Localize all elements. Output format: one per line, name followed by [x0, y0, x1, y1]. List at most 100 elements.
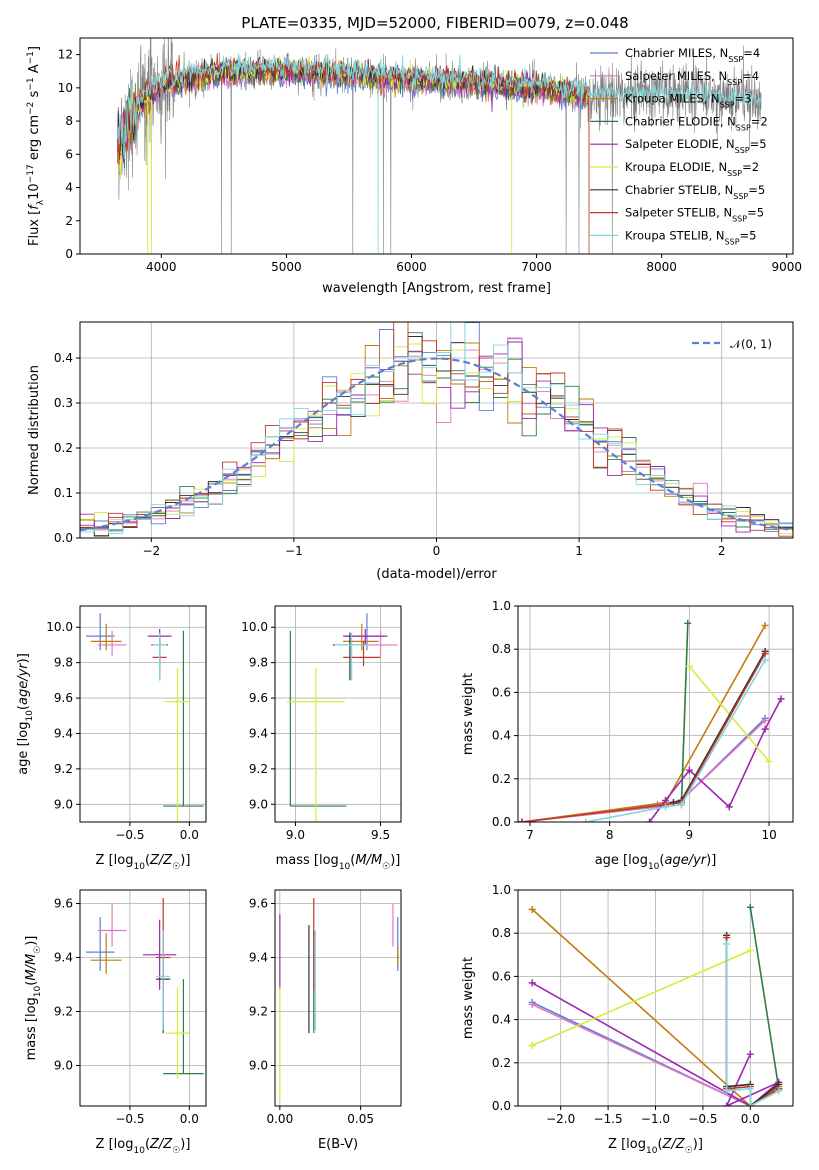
weight-line-7 [725, 935, 780, 1106]
y-tick-label: 9.6 [54, 897, 73, 911]
axes-frame [274, 605, 402, 823]
axes-frame [517, 605, 794, 823]
frame-weight-vs-age: 7 8 9 10 0.0 0.2 0.4 0.6 0.8 1.0 age [log10(age/yr… [461, 599, 794, 872]
x-tick-label: 0.0 [180, 828, 199, 842]
plot-area-mass-vs-EBV [279, 898, 399, 1101]
frame-mass-vs-Z: −0.5 0.0 9.0 9.2 9.4 9.6 Z [log10(Z/Z☉)] mass [… [24, 889, 207, 1156]
x-axis-label: Z [log10(Z/Z☉)] [608, 1137, 703, 1156]
weight-marker [761, 725, 769, 733]
y-tick-label: 4 [65, 181, 73, 195]
x-tick-label: 10 [761, 828, 776, 842]
x-tick-label: −0.5 [115, 1112, 144, 1126]
y-tick-label: 6 [65, 147, 73, 161]
x-tick-label: 8000 [646, 260, 677, 274]
y-tick-label: 10 [58, 81, 73, 95]
plot-area-weight-vs-Z [528, 903, 783, 1106]
weight-marker [582, 818, 590, 822]
y-tick-label: 9.2 [249, 762, 268, 776]
plot-area-mass-vs-Z [85, 898, 204, 1079]
weight-marker [765, 758, 773, 766]
y-tick-label: 9.6 [54, 691, 73, 705]
legend-entry: Salpeter MILES, NSSP=4 [625, 69, 759, 87]
x-tick-label: 0.0 [741, 1112, 760, 1126]
x-tick-label: 0 [433, 544, 441, 558]
histogram-6 [80, 343, 793, 535]
y-tick-label: 9.8 [54, 656, 73, 670]
legend-entry: Kroupa MILES, NSSP=3 [625, 92, 751, 110]
legend-entry: 𝒩(0, 1) [730, 337, 772, 351]
weight-line-9 [585, 659, 766, 822]
x-tick-label: 6000 [396, 260, 427, 274]
legend: Chabrier MILES, NSSP=4 Salpeter MILES, NS… [590, 46, 768, 246]
y-tick-label: 0.4 [54, 351, 73, 365]
errorbar-9 [152, 632, 167, 681]
axes-frame [79, 605, 207, 823]
weight-marker [661, 803, 669, 811]
legend-entry: Salpeter STELIB, NSSP=5 [625, 206, 764, 224]
x-tick-label: 2 [718, 544, 726, 558]
y-axis-label: Flux [fλ10−17 erg cm−2 s−1 A−1] [26, 46, 46, 246]
weight-marker [775, 1087, 783, 1095]
errorbar-4 [163, 979, 204, 1075]
y-tick-label: 0.6 [492, 969, 511, 983]
x-tick-label: 0.0 [180, 1112, 199, 1126]
weight-marker [723, 1102, 731, 1106]
axes-spectrum [117, 38, 763, 254]
model-spectrum-9 [117, 53, 763, 254]
legend-entry: Kroupa STELIB, NSSP=5 [625, 228, 756, 246]
x-tick-label: 5000 [271, 260, 302, 274]
errorbar-6 [164, 667, 191, 822]
axes-age-vs-Z [80, 606, 206, 822]
spectrum-title: PLATE=0335, MJD=52000, FIBERID=0079, z=0… [241, 14, 628, 32]
axes-frame [79, 889, 207, 1107]
y-tick-label: 9.0 [54, 1059, 73, 1073]
weight-marker [677, 801, 685, 809]
frame-age-vs-Z: −0.5 0.0 9.0 9.2 9.4 9.6 9.8 10.0 Z [log10(Z/Z☉)… [16, 605, 207, 872]
x-tick-label: −1.5 [594, 1112, 623, 1126]
weight-marker [746, 903, 754, 911]
weight-marker [723, 934, 731, 942]
x-tick-label: 9 [686, 828, 694, 842]
errorbar-3 [90, 623, 122, 651]
y-tick-label: 1.0 [492, 599, 511, 613]
errorbar-4 [289, 630, 347, 807]
weight-marker [761, 716, 769, 724]
y-tick-label: 2 [65, 214, 73, 228]
y-tick-label: 9.6 [249, 691, 268, 705]
weight-line-6 [531, 949, 751, 1047]
y-tick-label: 8 [65, 114, 73, 128]
y-tick-label: 0.0 [54, 531, 73, 545]
axes-age-vs-mass [275, 606, 401, 822]
axes-weight-vs-age [518, 605, 793, 823]
x-tick-label: 7 [526, 828, 534, 842]
x-axis-label: wavelength [Angstrom, rest frame] [322, 281, 551, 296]
y-axis-label: mass weight [461, 673, 476, 755]
y-tick-label: 9.0 [249, 1059, 268, 1073]
x-tick-label: 4000 [146, 260, 177, 274]
y-tick-label: 9.8 [249, 656, 268, 670]
x-tick-label: 9.0 [286, 828, 305, 842]
weight-line-8 [521, 653, 766, 822]
y-tick-label: 0.4 [492, 1013, 511, 1027]
weight-marker [746, 1050, 754, 1058]
y-tick-label: 0.2 [492, 1056, 511, 1070]
frame-residuals: −2 −1 0 1 2 0.0 0.1 0.2 0.3 0.4 (data-model)/error… [27, 321, 794, 582]
legend-entry: Salpeter ELODIE, NSSP=5 [625, 137, 767, 155]
weight-marker [746, 946, 754, 954]
weight-line-4 [680, 623, 689, 805]
x-tick-label: −2 [142, 544, 160, 558]
legend-entry: Chabrier ELODIE, NSSP=2 [625, 114, 768, 131]
histogram-9 [80, 322, 793, 535]
weight-marker [723, 940, 731, 948]
errorbar-2 [363, 630, 398, 656]
x-axis-label: Z [log10(Z/Z☉)] [96, 1137, 191, 1156]
x-tick-label: 9.5 [371, 828, 390, 842]
weight-marker [684, 619, 692, 627]
errorbar-9 [334, 632, 369, 681]
x-axis-label: E(B-V) [318, 1137, 358, 1152]
weight-marker [761, 621, 769, 629]
weight-line-9 [725, 944, 780, 1106]
errorbar-1 [85, 613, 115, 651]
weight-marker [746, 1085, 754, 1093]
weight-marker [685, 766, 693, 774]
